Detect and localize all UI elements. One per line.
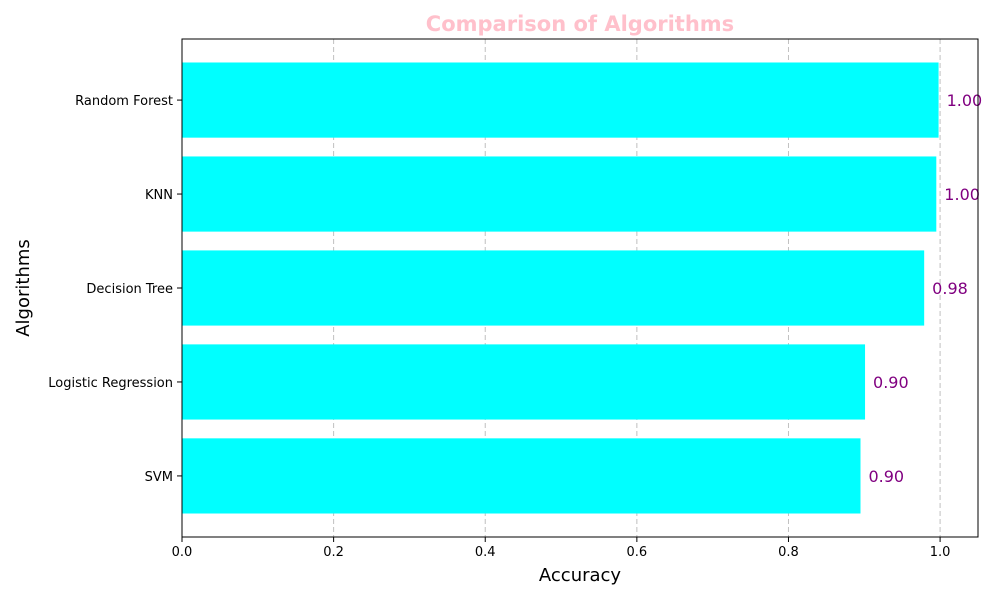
y-tick-label: SVM — [145, 470, 173, 485]
bar — [182, 62, 939, 138]
x-tick-label: 1.0 — [930, 545, 951, 560]
value-label: 1.00 — [947, 91, 983, 110]
y-tick-label: KNN — [145, 188, 173, 203]
x-tick-label: 0.2 — [323, 545, 344, 560]
x-tick-label: 0.6 — [627, 545, 648, 560]
y-axis-title: Algorithms — [13, 239, 34, 337]
bar — [182, 344, 866, 420]
value-labels: 0.90 0.90 0.98 1.00 1.00 — [868, 91, 982, 486]
bar — [182, 156, 937, 232]
x-tick-label: 0.4 — [475, 545, 496, 560]
chart-title: Comparison of Algorithms — [426, 12, 734, 36]
y-tick-label: Decision Tree — [86, 282, 173, 297]
y-tick-label: Logistic Regression — [48, 376, 173, 391]
bars — [182, 62, 939, 514]
value-label: 1.00 — [944, 185, 980, 204]
bar — [182, 250, 925, 326]
x-axis-title: Accuracy — [539, 565, 622, 586]
value-label: 0.90 — [873, 373, 909, 392]
y-tick-label: Random Forest — [75, 94, 173, 109]
x-tick-label: 0.8 — [778, 545, 799, 560]
bar — [182, 438, 861, 514]
x-tick-label: 0.0 — [172, 545, 193, 560]
value-label: 0.98 — [932, 279, 968, 298]
y-axis-ticks: SVM Logistic Regression Decision Tree KNN Ra… — [48, 94, 182, 485]
x-axis-ticks: 0.0 0.2 0.4 0.6 0.8 1.0 — [172, 537, 951, 560]
value-label: 0.90 — [868, 467, 904, 486]
